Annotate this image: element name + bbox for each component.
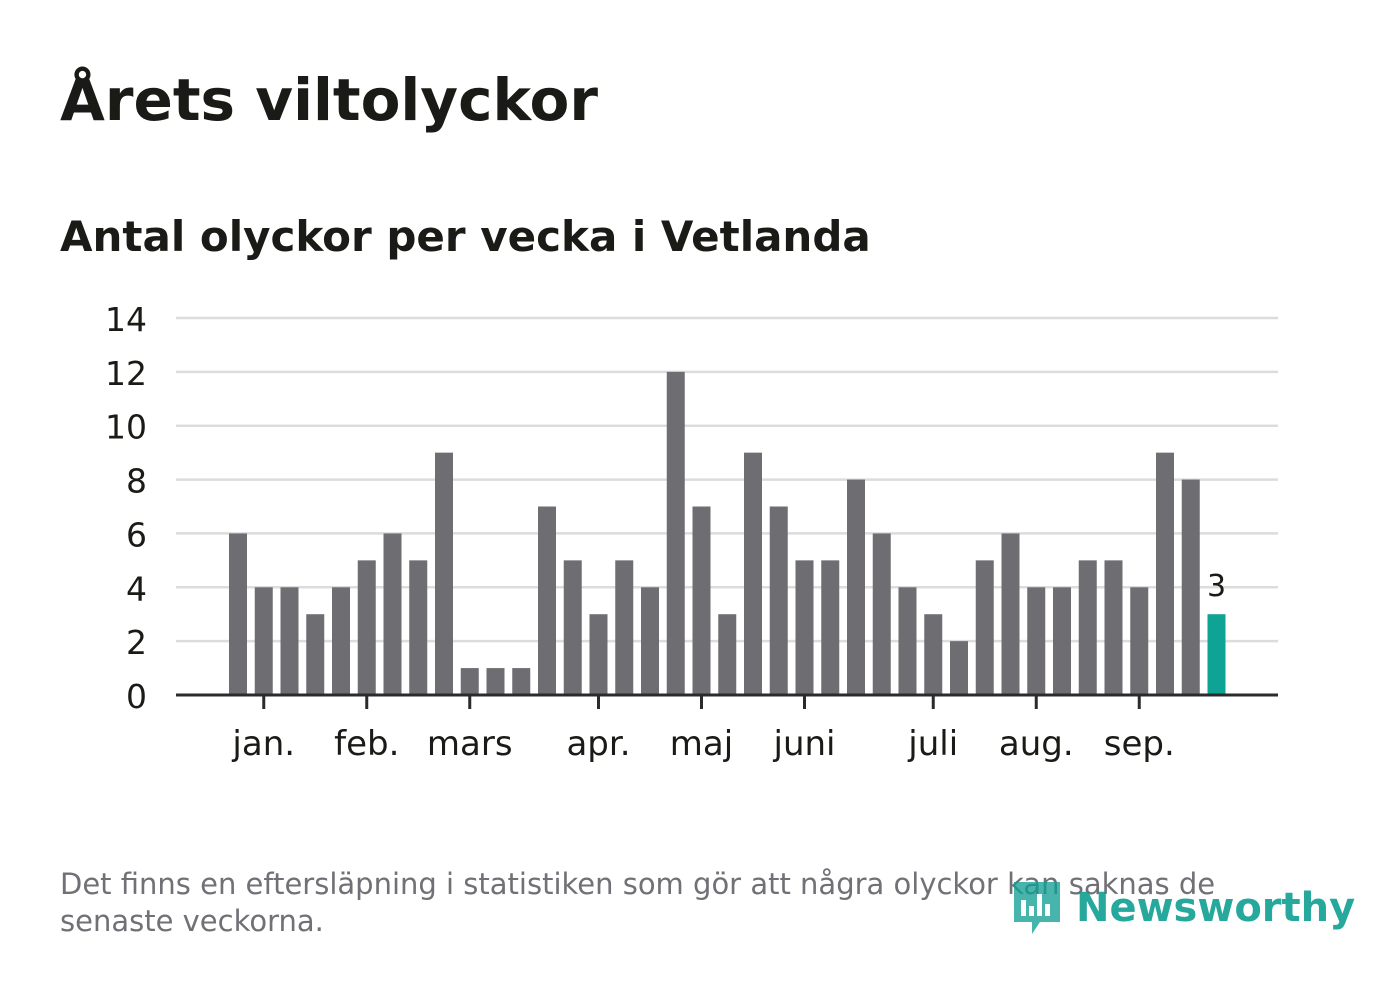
y-tick-label: 14 — [105, 300, 147, 339]
x-tick-label: jan. — [231, 724, 295, 764]
x-tick-label: maj — [670, 724, 733, 764]
bar — [872, 533, 891, 695]
bar — [512, 668, 531, 695]
bar — [435, 452, 453, 695]
y-tick-label: 4 — [126, 569, 147, 608]
bar — [229, 533, 247, 695]
data-label: 3 — [1207, 569, 1226, 604]
newsworthy-logo-icon — [1014, 882, 1060, 934]
bar — [666, 371, 685, 695]
x-tick-label: aug. — [999, 724, 1074, 764]
bar — [254, 587, 273, 695]
bar — [357, 560, 376, 695]
bar — [847, 479, 865, 695]
bar — [1181, 479, 1200, 695]
bar — [306, 614, 325, 695]
bar — [1104, 560, 1123, 695]
bar — [950, 641, 968, 695]
x-tick-label: juni — [773, 724, 836, 764]
bar — [795, 560, 814, 695]
brand-name: Newsworthy — [1076, 885, 1356, 931]
chart-subtitle: Antal olyckor per vecka i Vetlanda — [60, 212, 871, 261]
bar — [383, 533, 402, 695]
bar — [409, 560, 428, 695]
y-tick-label: 0 — [126, 677, 147, 716]
bar — [744, 452, 762, 695]
bar — [821, 560, 840, 695]
bar — [898, 587, 917, 695]
bar — [589, 614, 608, 695]
bar — [1130, 587, 1149, 695]
x-tick-label: feb. — [334, 724, 399, 764]
y-tick-label: 12 — [105, 354, 147, 393]
bar — [1001, 533, 1020, 695]
y-tick-label: 8 — [126, 462, 147, 501]
x-tick-label: sep. — [1104, 724, 1175, 764]
x-tick-label: apr. — [566, 724, 630, 764]
bar — [615, 560, 634, 695]
bar-highlight — [1207, 614, 1226, 695]
y-tick-label: 2 — [126, 623, 147, 662]
bar — [538, 506, 556, 695]
bar — [718, 614, 737, 695]
x-tick-label: juli — [907, 724, 958, 764]
bar — [332, 587, 350, 695]
bar — [1156, 452, 1174, 695]
newsworthy-logo: Newsworthy — [1010, 876, 1355, 940]
bar — [1053, 587, 1071, 695]
bar — [924, 614, 943, 695]
y-tick-label: 6 — [126, 515, 147, 554]
bar — [769, 506, 788, 695]
bar — [563, 560, 582, 695]
bar — [280, 587, 299, 695]
y-tick-label: 10 — [105, 408, 147, 447]
bar — [460, 668, 479, 695]
chart-title: Årets viltolyckor — [60, 66, 598, 134]
bar — [1027, 587, 1046, 695]
bar — [692, 506, 711, 695]
x-tick-label: mars — [427, 724, 513, 764]
bar — [641, 587, 659, 695]
bar — [486, 668, 505, 695]
bar — [975, 560, 994, 695]
bar — [1078, 560, 1097, 695]
